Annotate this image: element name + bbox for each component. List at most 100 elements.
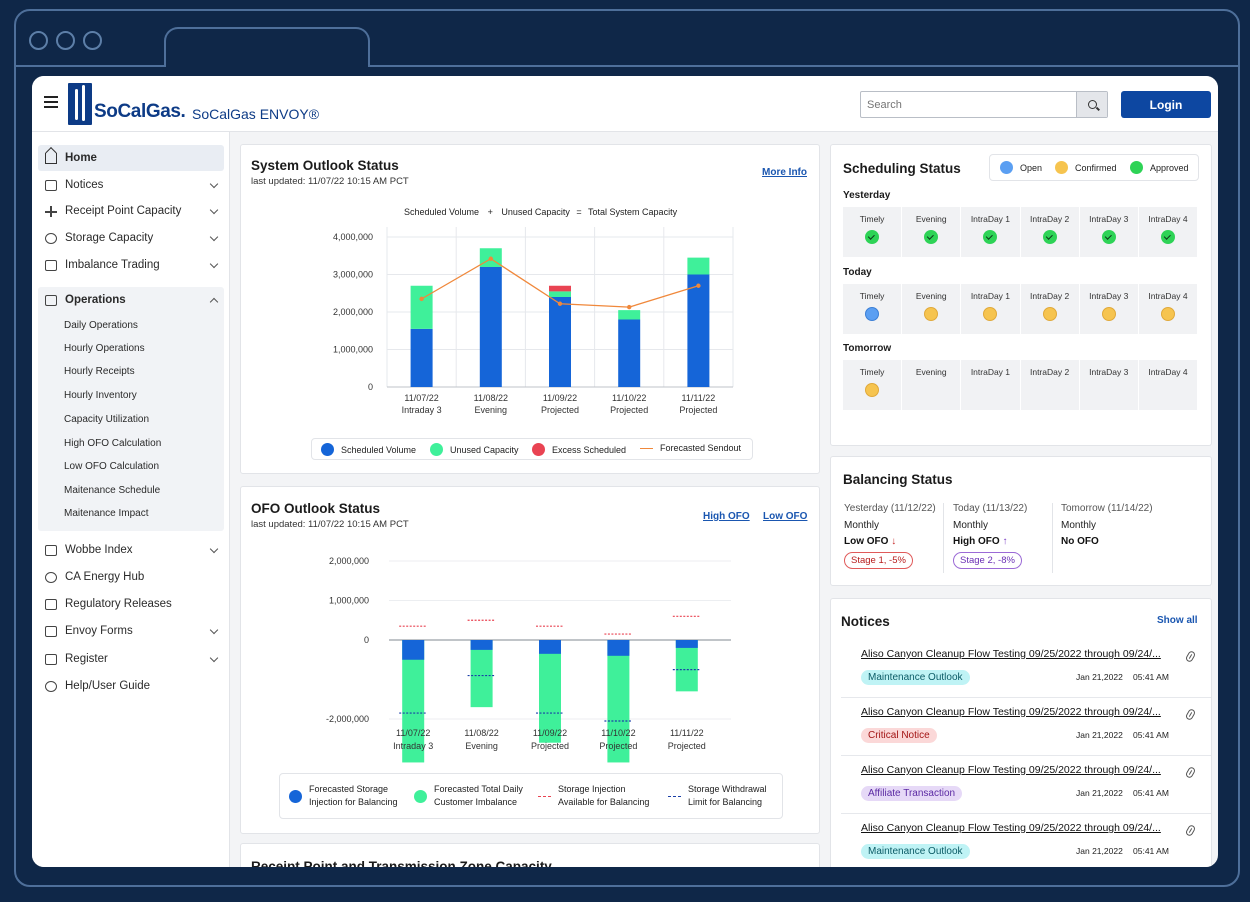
- scheduling-cell[interactable]: IntraDay 3: [1080, 284, 1139, 334]
- bar-scheduled-volume[interactable]: [479, 267, 502, 387]
- more-info-link[interactable]: More Info: [762, 167, 807, 178]
- bar-customer-imbalance[interactable]: [470, 640, 493, 708]
- scheduling-cell[interactable]: Timely: [843, 284, 903, 334]
- scheduling-cell[interactable]: IntraDay 2: [1021, 284, 1080, 334]
- bar-customer-imbalance[interactable]: [675, 640, 698, 692]
- attachment-icon[interactable]: [1184, 823, 1197, 838]
- sidebar-item-notices[interactable]: Notices: [38, 172, 224, 198]
- bar-customer-imbalance[interactable]: [539, 640, 561, 743]
- arrow-down-icon: ↓: [891, 536, 897, 547]
- sidebar-subitem-daily-operations[interactable]: Daily Operations: [64, 320, 138, 331]
- sidebar-item-regulatory-releases[interactable]: Regulatory Releases: [38, 591, 224, 617]
- logo-text[interactable]: SoCalGas.: [94, 101, 186, 122]
- sidebar-subitem-high-ofo-calculation[interactable]: High OFO Calculation: [64, 438, 162, 449]
- scheduling-cell[interactable]: Timely: [843, 360, 903, 410]
- sidebar-item-envoy-forms[interactable]: Envoy Forms: [38, 618, 224, 644]
- sidebar-subitem-hourly-receipts[interactable]: Hourly Receipts: [64, 366, 135, 377]
- confirmed-status-icon: [1101, 307, 1116, 321]
- show-all-link[interactable]: Show all: [1157, 615, 1198, 626]
- search-button[interactable]: [1076, 92, 1107, 117]
- bar-customer-imbalance[interactable]: [402, 640, 425, 763]
- socalgas-logo-icon[interactable]: [68, 83, 92, 125]
- sendout-point[interactable]: [488, 256, 493, 261]
- bar-scheduled-volume[interactable]: [549, 297, 571, 387]
- scheduling-cell[interactable]: IntraDay 4: [1139, 284, 1197, 334]
- scheduling-cell[interactable]: IntraDay 2: [1021, 207, 1080, 257]
- sidebar-item-storage-capacity[interactable]: Storage Capacity: [38, 225, 224, 251]
- legend-line-1: Storage Withdrawal: [688, 784, 767, 794]
- login-button[interactable]: Login: [1121, 91, 1211, 118]
- notice-title-link[interactable]: Aliso Canyon Cleanup Flow Testing 09/25/…: [861, 648, 1161, 660]
- scheduling-cell[interactable]: IntraDay 3: [1080, 360, 1139, 410]
- sidebar-item-wobbe-index[interactable]: Wobbe Index: [38, 537, 224, 563]
- sidebar-item-ca-energy-hub[interactable]: CA Energy Hub: [38, 564, 224, 590]
- bar-scheduled-volume[interactable]: [687, 274, 710, 388]
- sidebar-subitem-hourly-operations[interactable]: Hourly Operations: [64, 343, 145, 354]
- low-ofo-link[interactable]: Low OFO: [763, 511, 808, 522]
- notices-card: Notices Show all Aliso Canyon Cleanup Fl…: [830, 598, 1212, 867]
- scheduling-cell[interactable]: Evening: [902, 360, 962, 410]
- sidebar-item-imbalance-trading[interactable]: Imbalance Trading: [38, 252, 224, 278]
- sidebar-subitem-low-ofo-calculation[interactable]: Low OFO Calculation: [64, 461, 160, 472]
- sendout-point[interactable]: [696, 283, 701, 288]
- y-tick-label: 2,000,000: [333, 307, 373, 317]
- scheduling-cell[interactable]: IntraDay 4: [1139, 360, 1197, 410]
- bar-unused-capacity[interactable]: [410, 285, 433, 329]
- bar-storage-injection[interactable]: [675, 640, 698, 648]
- bar-storage-injection[interactable]: [402, 640, 425, 660]
- scheduling-cell[interactable]: IntraDay 3: [1080, 207, 1139, 257]
- bar-unused-capacity[interactable]: [549, 291, 571, 297]
- notice-title-link[interactable]: Aliso Canyon Cleanup Flow Testing 09/25/…: [861, 706, 1161, 718]
- sidebar-subitem-capacity-utilization[interactable]: Capacity Utilization: [64, 414, 150, 425]
- divider: [841, 697, 1211, 698]
- bar-scheduled-volume[interactable]: [618, 319, 641, 388]
- sidebar-item-operations[interactable]: Operations: [38, 287, 224, 313]
- notice-title-link[interactable]: Aliso Canyon Cleanup Flow Testing 09/25/…: [861, 764, 1161, 776]
- notice-title-link[interactable]: Aliso Canyon Cleanup Flow Testing 09/25/…: [861, 822, 1161, 834]
- sidebar-subitem-maitenance-schedule[interactable]: Maitenance Schedule: [64, 485, 161, 496]
- search-input[interactable]: [861, 92, 1077, 117]
- bar-unused-capacity[interactable]: [618, 310, 641, 320]
- bar-excess-scheduled[interactable]: [549, 285, 571, 292]
- ofo-label: Low OFO: [844, 536, 889, 547]
- scheduling-cell[interactable]: IntraDay 4: [1139, 207, 1197, 257]
- scheduling-cell[interactable]: IntraDay 1: [961, 284, 1021, 334]
- high-ofo-link[interactable]: High OFO: [703, 511, 750, 522]
- scheduling-cell[interactable]: IntraDay 1: [961, 360, 1021, 410]
- scheduling-cell[interactable]: Evening: [902, 284, 962, 334]
- attachment-icon[interactable]: [1184, 649, 1197, 664]
- sendout-point[interactable]: [557, 301, 563, 306]
- system-outlook-chart: 4,000,000 3,000,000 2,000,000 1,000,000 0 11/…: [333, 227, 734, 415]
- confirmed-status-icon: [1042, 307, 1057, 321]
- bar-storage-injection[interactable]: [470, 640, 493, 650]
- hamburger-menu-icon[interactable]: [44, 96, 58, 108]
- attachment-icon[interactable]: [1184, 707, 1197, 722]
- sidebar-item-home[interactable]: Home: [38, 145, 224, 171]
- sidebar-item-register[interactable]: Register: [38, 646, 224, 672]
- sendout-point[interactable]: [627, 304, 632, 310]
- sidebar-subitem-hourly-inventory[interactable]: Hourly Inventory: [64, 390, 137, 401]
- bar-unused-capacity[interactable]: [687, 257, 710, 275]
- scheduling-cell[interactable]: IntraDay 1: [961, 207, 1021, 257]
- scheduling-cell[interactable]: Evening: [902, 207, 962, 257]
- x-tick-sub: Intraday 3: [393, 741, 433, 751]
- bar-storage-injection[interactable]: [539, 640, 561, 654]
- bar-customer-imbalance[interactable]: [607, 640, 630, 763]
- sidebar-subitem-maitenance-impact[interactable]: Maitenance Impact: [64, 508, 149, 519]
- confirmed-status-icon: [1160, 307, 1175, 321]
- scheduling-cell[interactable]: Timely: [843, 207, 903, 257]
- system-outlook-card: System Outlook Status last updated: 11/0…: [240, 144, 820, 474]
- notice-item[interactable]: Aliso Canyon Cleanup Flow Testing 09/25/…: [861, 706, 1197, 743]
- notice-item[interactable]: Aliso Canyon Cleanup Flow Testing 09/25/…: [861, 648, 1197, 685]
- legend-swatch: [289, 789, 302, 803]
- bar-storage-injection[interactable]: [607, 640, 630, 656]
- attachment-icon[interactable]: [1184, 765, 1197, 780]
- notice-date: Jan 21,2022: [1076, 788, 1123, 798]
- bar-scheduled-volume[interactable]: [410, 328, 433, 387]
- sendout-point[interactable]: [419, 296, 424, 302]
- sidebar-item-help-user-guide[interactable]: Help/User Guide: [38, 673, 224, 699]
- scheduling-cell[interactable]: IntraDay 2: [1021, 360, 1080, 410]
- notice-item[interactable]: Aliso Canyon Cleanup Flow Testing 09/25/…: [861, 764, 1197, 801]
- notice-item[interactable]: Aliso Canyon Cleanup Flow Testing 09/25/…: [861, 822, 1197, 859]
- sidebar-item-receipt-point-capacity[interactable]: Receipt Point Capacity: [38, 198, 224, 224]
